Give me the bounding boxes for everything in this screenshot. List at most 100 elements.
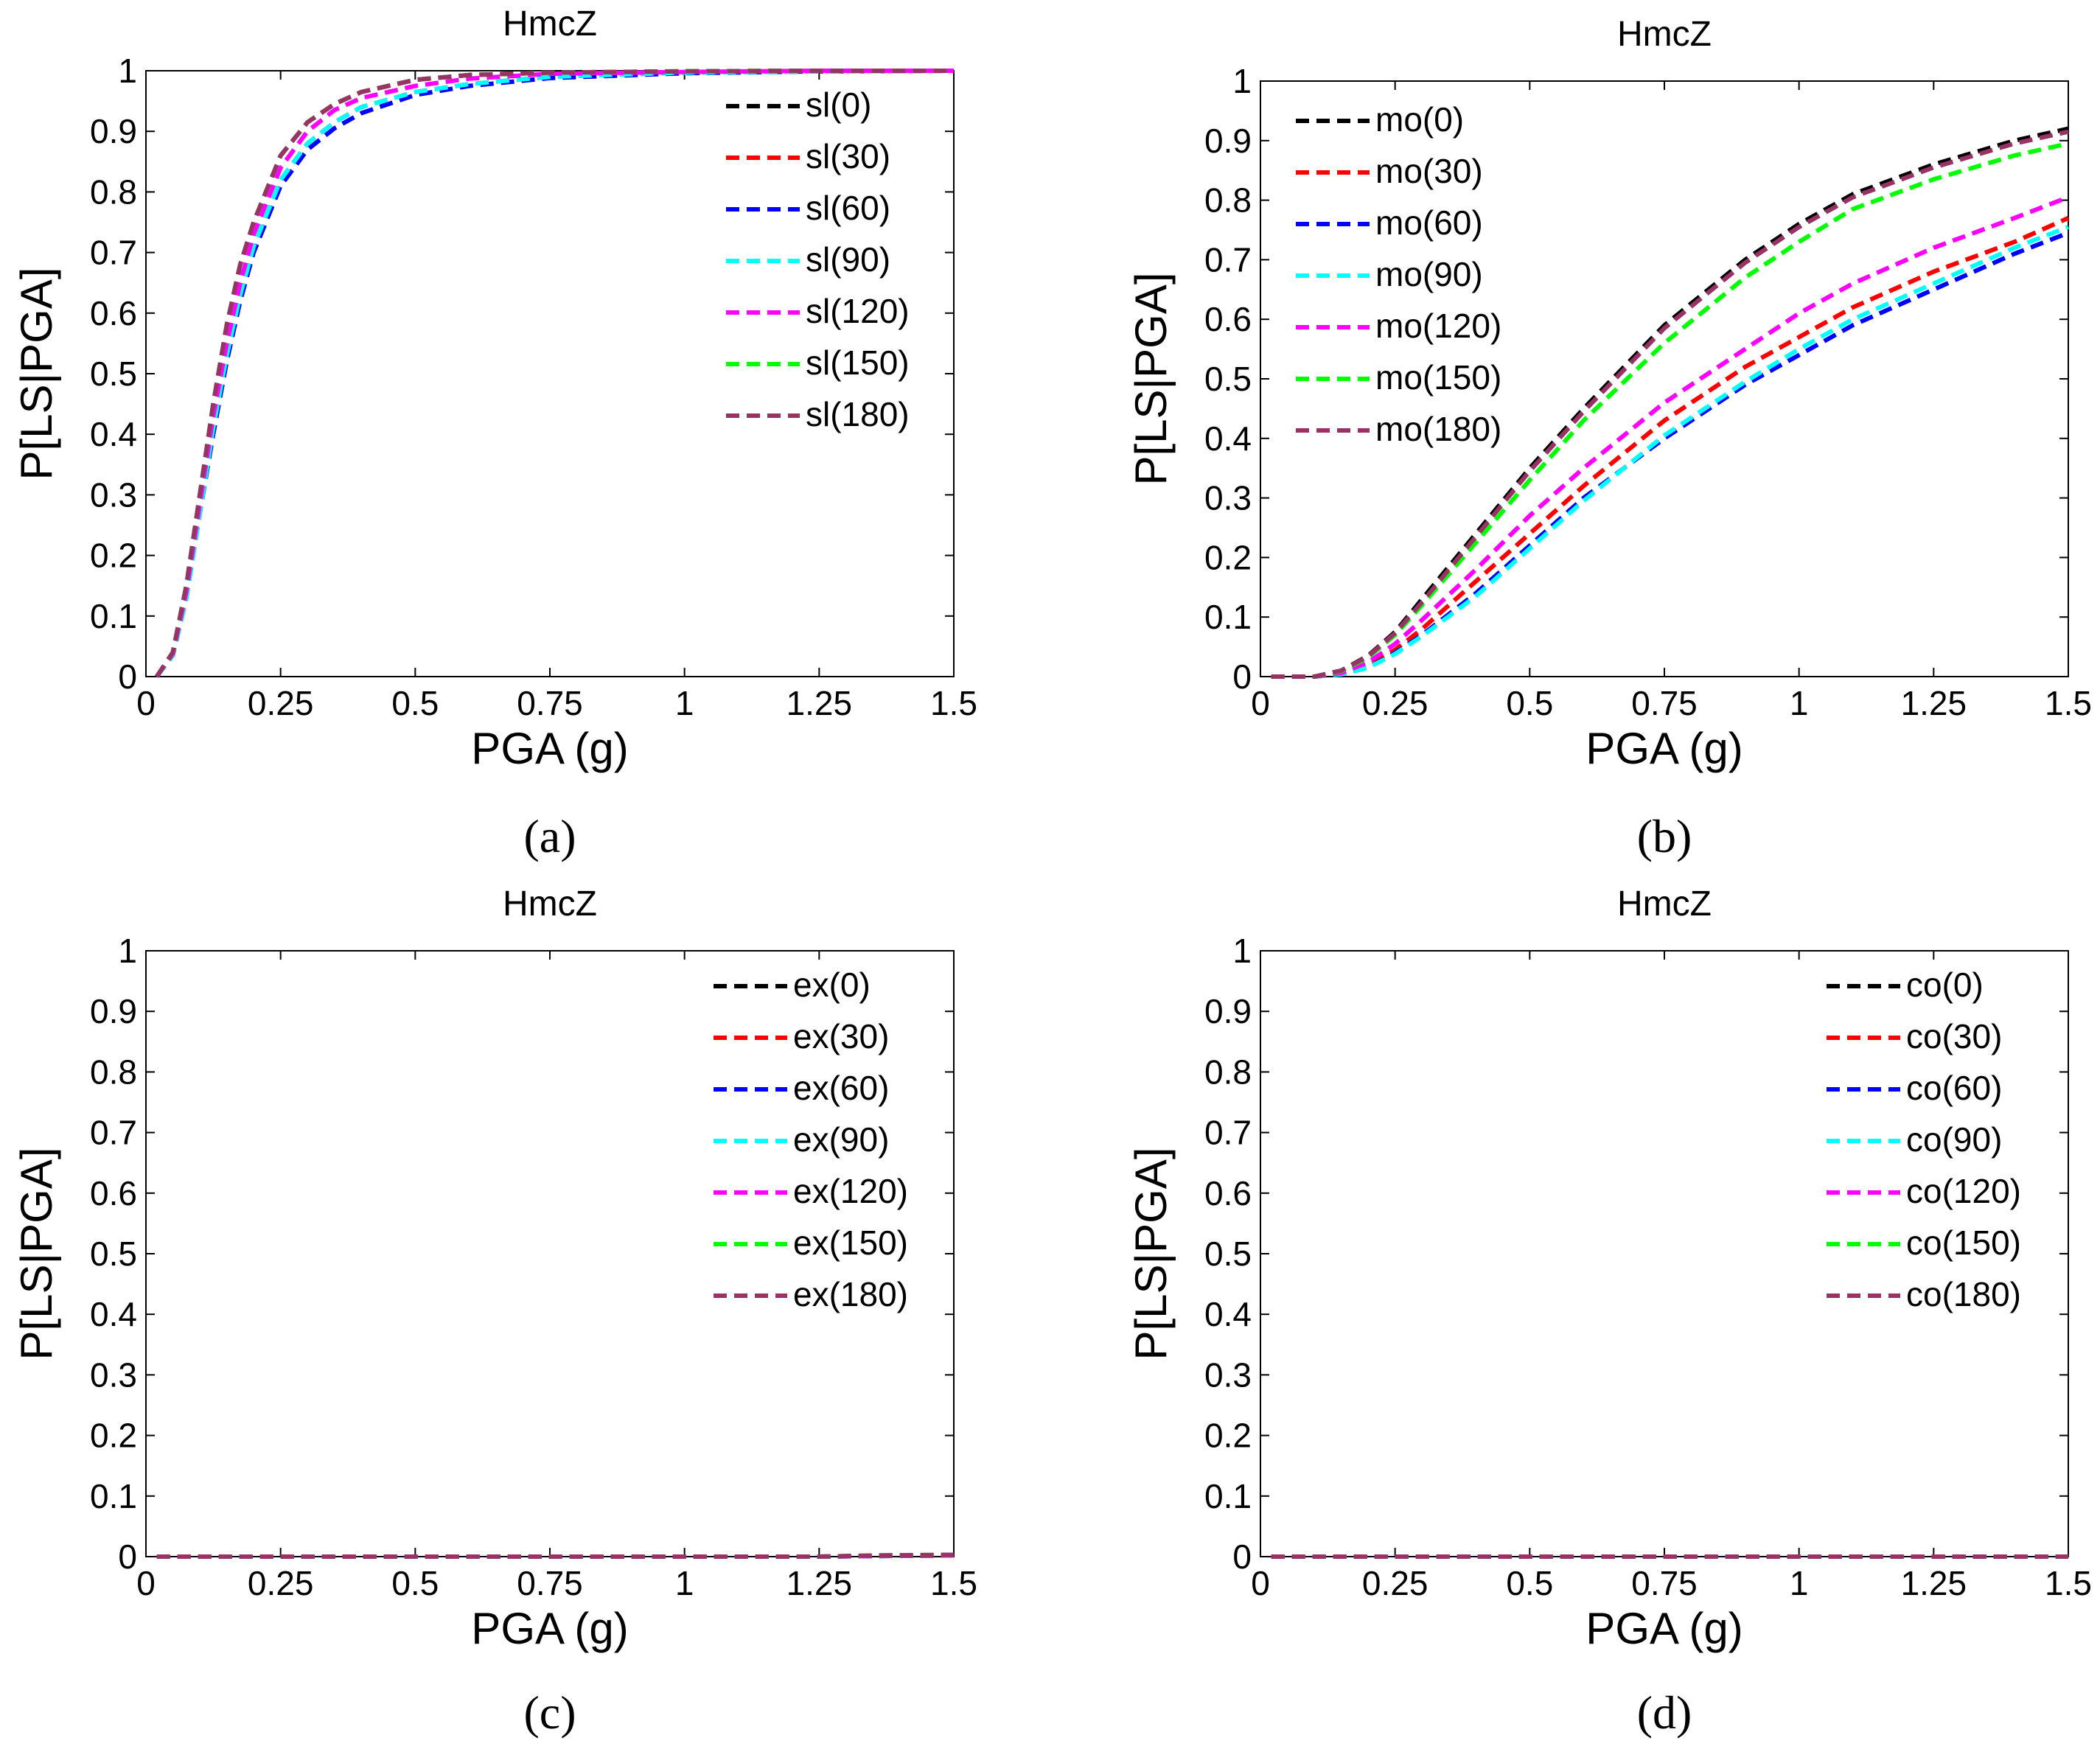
x-tick-label: 1.25 [1901, 1564, 1967, 1602]
series-line-mo(180) [1271, 129, 2069, 679]
series-line-mo(90) [1271, 225, 2070, 679]
x-tick-label: 1.25 [786, 684, 853, 722]
legend-label: sl(150) [806, 343, 910, 382]
y-tick-label: 0.5 [1204, 1235, 1252, 1273]
y-tick-label: 0.7 [90, 1114, 137, 1152]
legend-label: sl(120) [806, 292, 910, 330]
y-tick-label: 0.1 [1204, 1477, 1252, 1515]
x-tick-label: 1.5 [2045, 684, 2092, 722]
series-line-ex(180) [156, 1552, 955, 1559]
series-line-sl(180) [155, 69, 954, 678]
y-tick-label: 0.5 [90, 355, 137, 393]
legend-label: co(0) [1906, 966, 1984, 1004]
y-tick-label: 0.5 [90, 1235, 137, 1273]
y-tick-label: 0.2 [90, 1417, 137, 1455]
panel-d: HmcZ 0 0.25 0.5 0.75 1 1.25 1.5 0 0.1 0.2 0.3 0.4 0.5… [1126, 884, 2092, 1739]
y-tick-label: 0.9 [90, 112, 137, 150]
panel-caption: (c) [523, 1686, 576, 1739]
legend-label: mo(0) [1375, 100, 1464, 139]
y-tick-label: 0.3 [90, 1355, 137, 1394]
y-tick-label: 0.5 [1204, 360, 1252, 398]
panel-a: HmcZ 0 0.25 0.5 0.75 1 1.25 1.5 0 0.1 0.2 0.3 0.4 0.5… [12, 4, 977, 862]
y-tick-label: 0.6 [1204, 1174, 1252, 1212]
legend-label: sl(30) [806, 137, 890, 175]
x-tick-label: 0.75 [517, 1564, 583, 1602]
x-tick-label: 1 [1790, 684, 1809, 722]
y-tick-label: 1 [1232, 62, 1252, 100]
y-axis-label: P[LS|PGA] [1126, 272, 1176, 485]
y-tick-label: 0.3 [90, 475, 137, 514]
x-tick-label: 0 [136, 1564, 156, 1602]
y-tick-label: 0.2 [1204, 1417, 1252, 1455]
x-tick-label: 0.25 [248, 1564, 314, 1602]
legend-label: mo(30) [1375, 152, 1483, 190]
y-tick-label: 0.6 [90, 1174, 137, 1212]
y-tick-label: 0.8 [90, 172, 137, 211]
legend-label: co(180) [1906, 1275, 2021, 1313]
y-tick-label: 0.9 [1204, 122, 1252, 160]
x-tick-label: 0.25 [1362, 1564, 1429, 1602]
x-tick-label: 0.75 [1631, 1564, 1698, 1602]
y-tick-label: 0.8 [1204, 1052, 1252, 1091]
legend-label: mo(90) [1375, 255, 1483, 293]
x-tick-label: 0.25 [248, 684, 314, 722]
y-tick-label: 0.4 [1204, 419, 1252, 458]
y-tick-label: 0.1 [90, 597, 137, 635]
legend-label: mo(60) [1375, 203, 1483, 242]
panel-b: HmcZ 0 0.25 0.5 0.75 1 1.25 1.5 0 0.1 0.2 0.3 0.4 0.5… [1126, 15, 2092, 862]
panel-title: HmcZ [1617, 884, 1712, 924]
x-axis-label: PGA (g) [471, 724, 628, 773]
x-tick-label: 1.25 [1901, 684, 1967, 722]
legend-label: mo(180) [1375, 410, 1501, 448]
y-tick-label: 0.3 [1204, 1355, 1252, 1394]
legend-label: co(120) [1906, 1172, 2021, 1210]
legend-label: sl(180) [806, 395, 910, 433]
x-tick-label: 0 [1251, 684, 1270, 722]
y-tick-label: 0.2 [1204, 538, 1252, 576]
x-axis-label: PGA (g) [1586, 724, 1743, 773]
legend-label: co(30) [1906, 1017, 2002, 1055]
panel-caption: (b) [1637, 810, 1692, 862]
panel-title: HmcZ [503, 4, 597, 43]
legend-label: co(150) [1906, 1223, 2021, 1262]
x-axis-label: PGA (g) [1586, 1604, 1743, 1653]
series-line-mo(120) [1271, 195, 2070, 679]
y-tick-label: 1 [1232, 932, 1252, 970]
panel-title: HmcZ [1617, 15, 1712, 54]
y-tick-label: 0.7 [90, 234, 137, 272]
legend-label: ex(30) [793, 1017, 889, 1055]
x-tick-label: 0 [1251, 1564, 1270, 1602]
legend-label: sl(90) [806, 240, 890, 279]
panel-caption: (d) [1637, 1686, 1692, 1739]
y-tick-label: 0 [1232, 1537, 1252, 1576]
panel-c: HmcZ 0 0.25 0.5 0.75 1 1.25 1.5 0 0.1 0.2 0.3 0.4 0.5… [12, 884, 977, 1739]
series-line-mo(60) [1271, 231, 2070, 679]
x-tick-label: 0.5 [391, 1564, 439, 1602]
legend-label: ex(150) [793, 1223, 908, 1262]
legend-label: ex(90) [793, 1120, 889, 1159]
x-tick-label: 0 [136, 684, 156, 722]
legend-label: sl(0) [806, 85, 871, 124]
y-tick-label: 0.9 [1204, 992, 1252, 1030]
y-tick-label: 0.8 [90, 1052, 137, 1091]
y-tick-label: 1 [118, 932, 137, 970]
legend-label: sl(60) [806, 189, 890, 227]
panel-title: HmcZ [503, 884, 597, 924]
y-tick-label: 0.4 [90, 1295, 137, 1333]
y-axis-label: P[LS|PGA] [12, 267, 61, 480]
y-tick-label: 0.3 [1204, 479, 1252, 517]
panel-caption: (a) [523, 810, 576, 862]
y-axis-label: P[LS|PGA] [12, 1147, 61, 1360]
x-tick-label: 1 [675, 684, 694, 722]
y-tick-label: 0 [118, 657, 137, 696]
legend-label: ex(0) [793, 966, 871, 1004]
y-tick-label: 0.7 [1204, 240, 1252, 279]
y-tick-label: 0.4 [90, 415, 137, 453]
y-tick-label: 1 [118, 52, 137, 90]
x-tick-label: 0.5 [391, 684, 439, 722]
legend-label: mo(150) [1375, 358, 1501, 397]
y-tick-label: 0.1 [1204, 598, 1252, 636]
legend-label: mo(120) [1375, 307, 1501, 345]
x-axis-label: PGA (g) [471, 1604, 628, 1653]
